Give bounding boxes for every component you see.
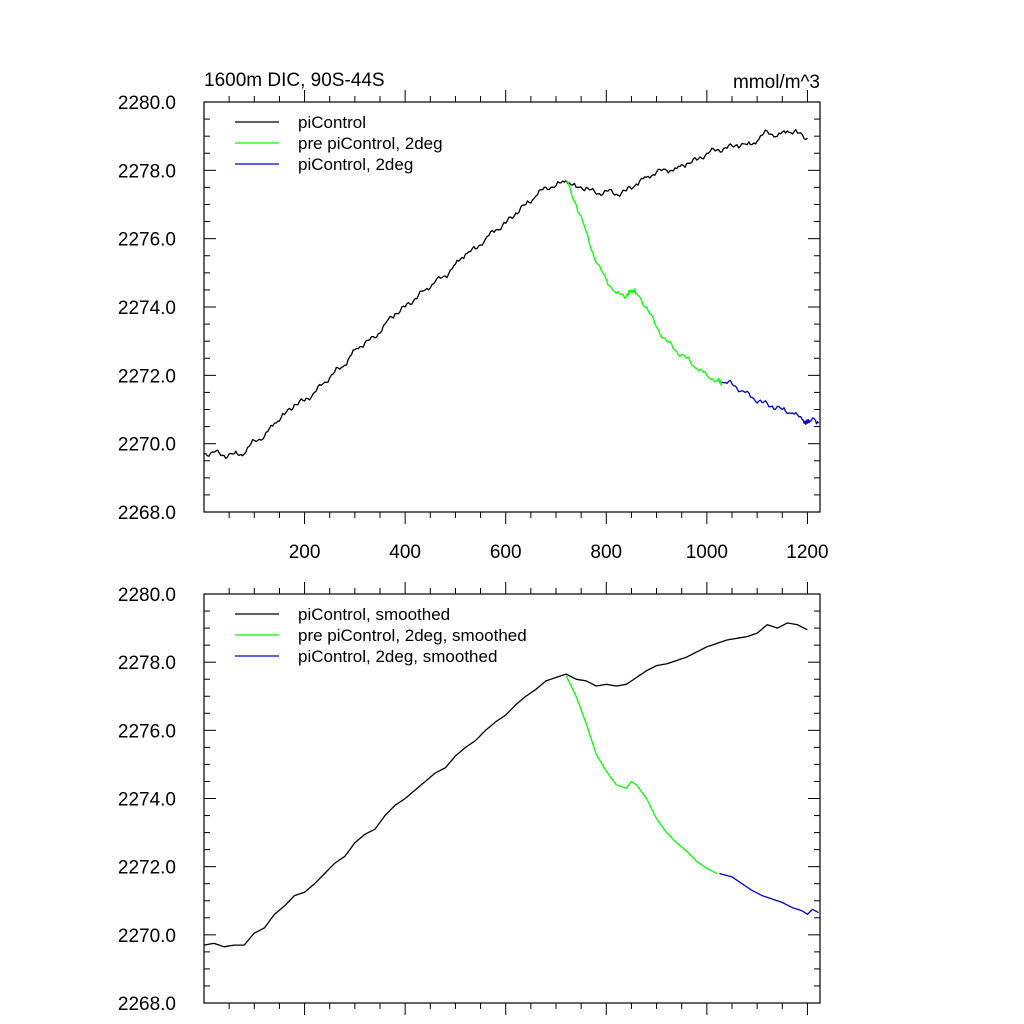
y-tick-label: 2268.0 (118, 994, 176, 1015)
x-tick-label: 600 (490, 542, 522, 563)
plot-frame (203, 101, 821, 513)
x-tick-label: 1200 (786, 542, 828, 563)
series-line-2 (719, 872, 819, 916)
legend-label: pre piControl, 2deg (298, 134, 443, 153)
series-line-0 (203, 128, 808, 460)
y-tick-label: 2278.0 (118, 653, 176, 674)
units-label: mmol/m^3 (733, 72, 820, 93)
legend-label: piControl, 2deg, smoothed (298, 647, 497, 666)
series-line-0 (203, 622, 808, 948)
legend-label: piControl (298, 113, 366, 132)
legend-label: pre piControl, 2deg, smoothed (298, 626, 527, 645)
y-tick-label: 2276.0 (118, 721, 176, 742)
top-panel: 2268.0 2270.0 2272.0 2274.0 2276.0 2278.0 2280… (118, 70, 829, 563)
legend-label: piControl, smoothed (298, 605, 450, 624)
y-tick-label: 2270.0 (118, 435, 176, 456)
y-tick-label: 2274.0 (118, 298, 176, 319)
x-tick-label: 400 (389, 542, 421, 563)
y-tick-label: 2280.0 (118, 585, 176, 606)
x-tick-label: 200 (289, 542, 321, 563)
y-tick-label: 2274.0 (118, 790, 176, 811)
chart-title: 1600m DIC, 90S-44S (204, 70, 385, 91)
y-tick-label: 2272.0 (118, 366, 176, 387)
x-tick-label: 1000 (686, 542, 728, 563)
y-tick-label: 2270.0 (118, 926, 176, 947)
series-line-2 (721, 379, 820, 426)
series-line-1 (565, 675, 718, 875)
y-tick-label: 2272.0 (118, 858, 176, 879)
x-tick-label: 800 (590, 542, 622, 563)
legend-label: piControl, 2deg (298, 155, 413, 174)
series-line-1 (565, 180, 723, 386)
plot-frame (203, 593, 821, 1004)
bottom-panel: 2268.0 2270.0 2272.0 2274.0 2276.0 2278.0 2280… (118, 582, 821, 1015)
y-tick-label: 2280.0 (118, 93, 176, 114)
y-tick-label: 2276.0 (118, 230, 176, 251)
y-tick-label: 2278.0 (118, 161, 176, 182)
y-tick-label: 2268.0 (118, 503, 176, 524)
